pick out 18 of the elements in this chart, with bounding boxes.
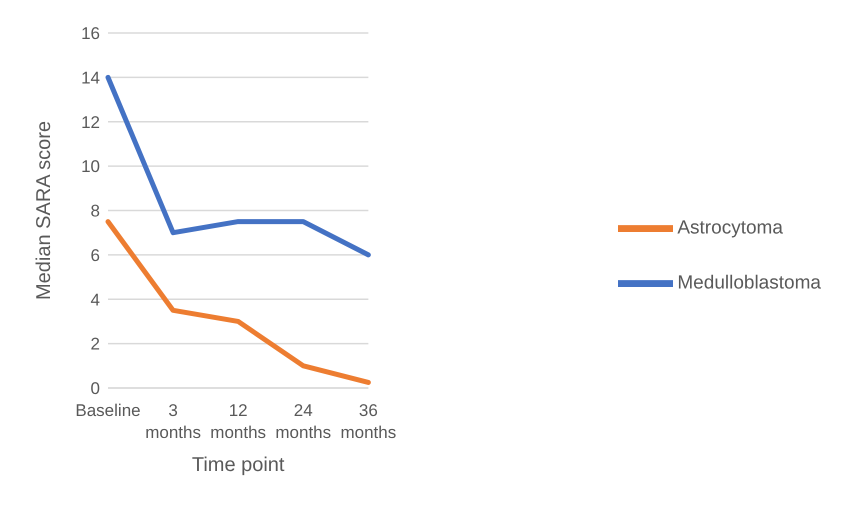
y-tick-label: 10 (81, 157, 100, 176)
x-tick-label: 36 months (340, 401, 396, 442)
x-axis-title: Time point (192, 454, 285, 476)
y-tick-label: 14 (81, 68, 100, 88)
y-tick-label: 6 (90, 246, 100, 265)
y-tick-label: 16 (81, 24, 100, 44)
y-tick-label: 12 (81, 112, 100, 132)
y-tick-label: 8 (90, 202, 100, 221)
x-tick-label: Baseline (75, 401, 141, 420)
x-tick-label: 24 months (275, 401, 332, 442)
x-tick-label: 3 months (145, 401, 201, 442)
legend-label: Medulloblastoma (677, 272, 821, 294)
legend-label: Astrocytoma (677, 217, 783, 238)
y-tick-label: 0 (90, 379, 100, 398)
y-tick-label: 4 (90, 290, 100, 310)
y-axis-title: Median SARA score (33, 121, 56, 300)
y-tick-label: 2 (90, 334, 100, 354)
x-tick-label: 12 months (210, 401, 266, 442)
